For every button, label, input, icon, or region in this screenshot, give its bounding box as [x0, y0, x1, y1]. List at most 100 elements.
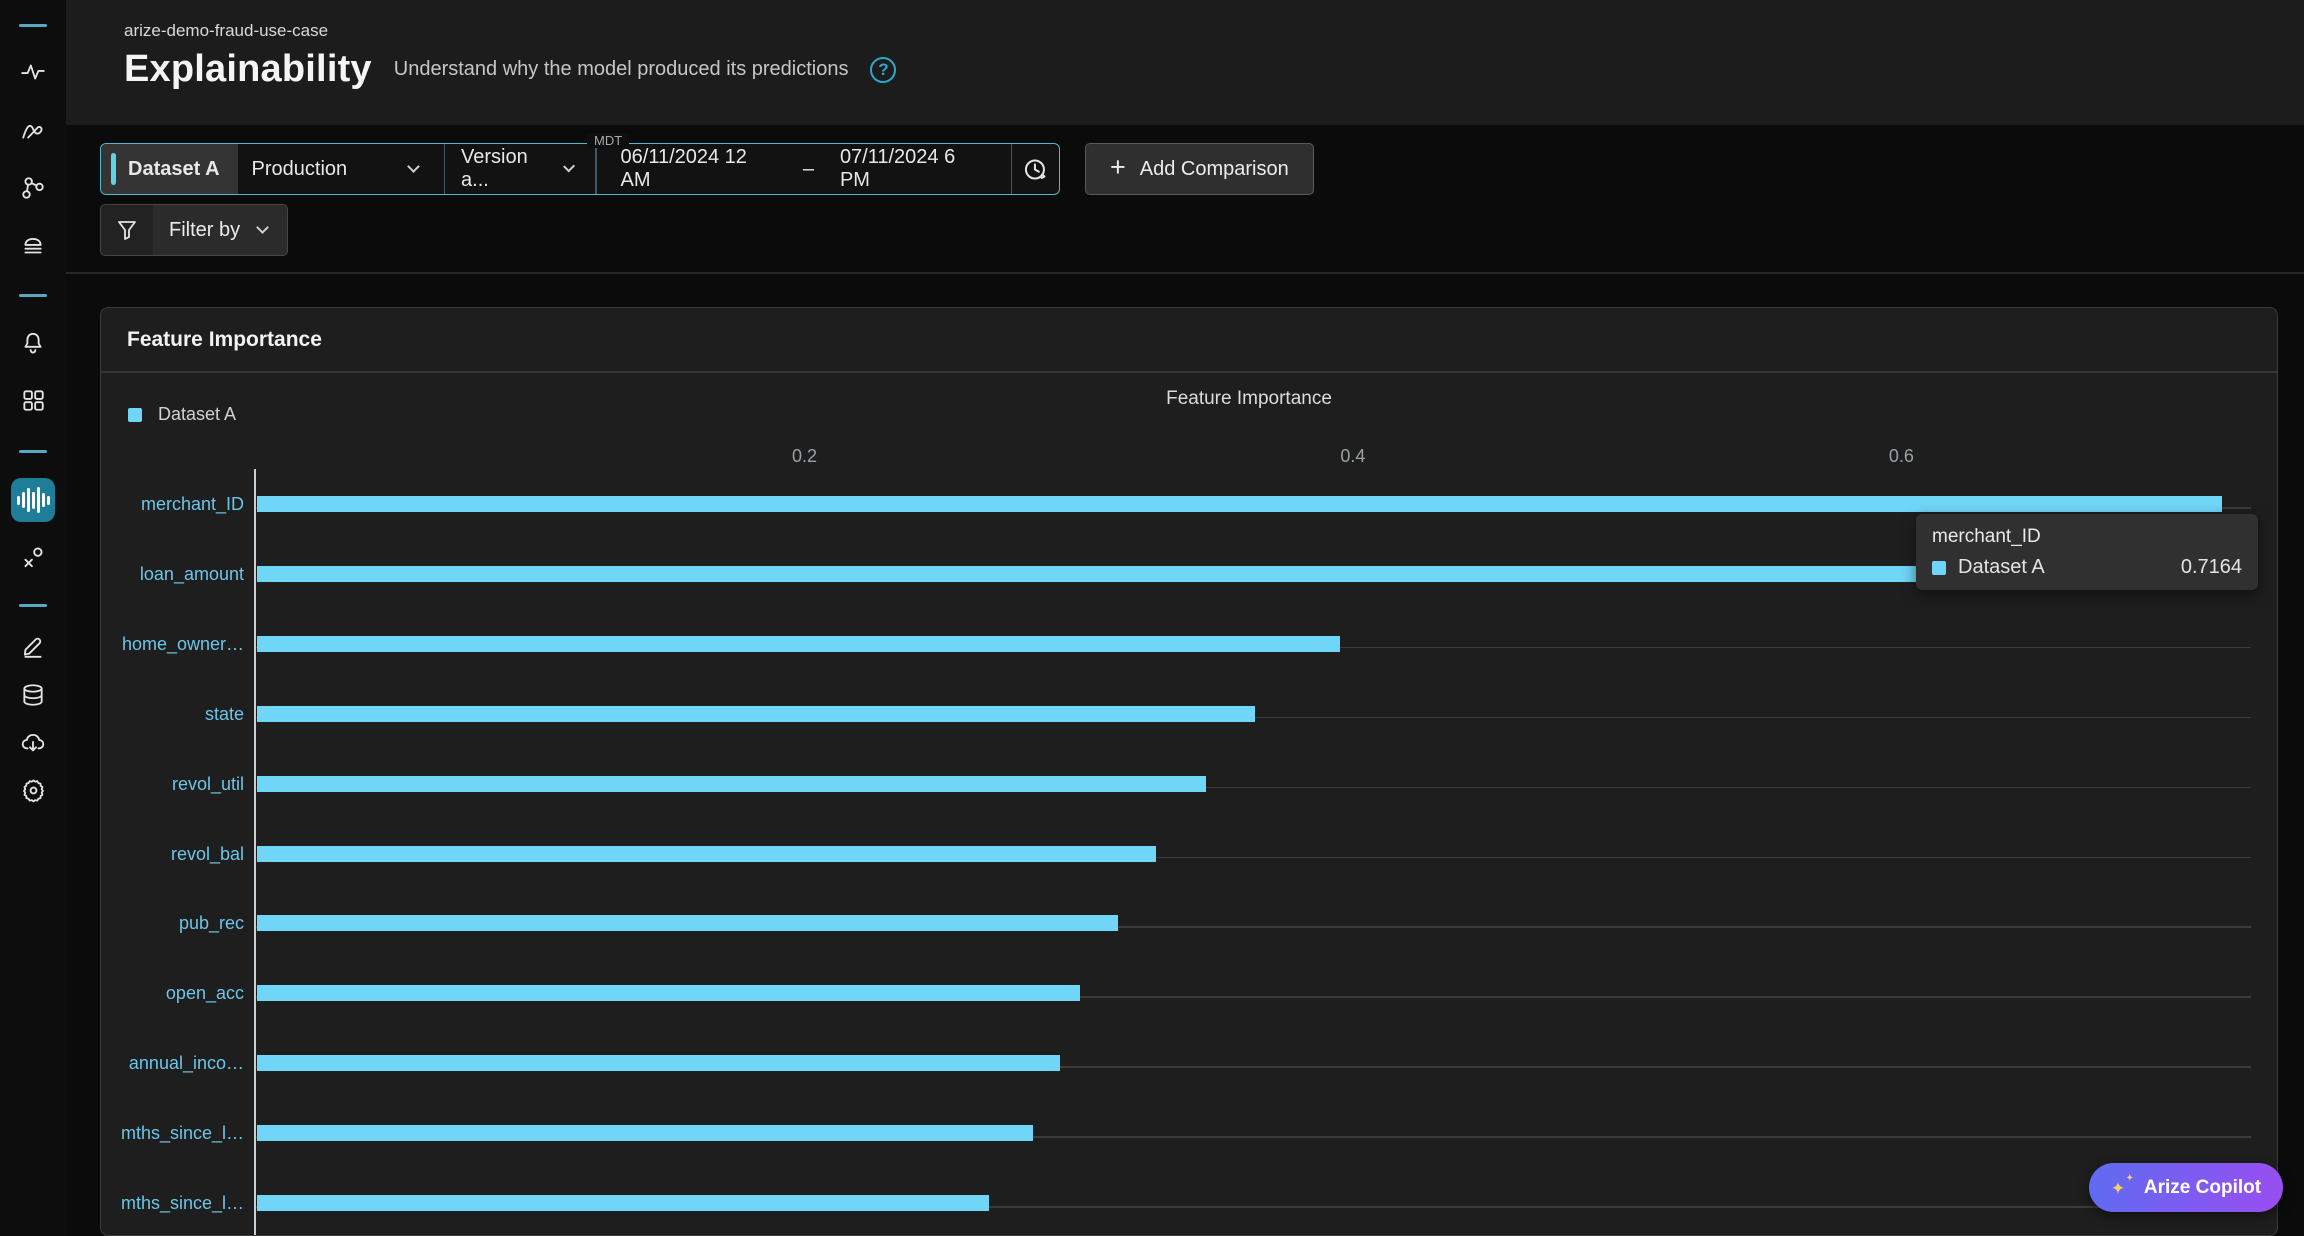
feature-label: open_acc [165, 983, 244, 1004]
segment-divider [595, 144, 597, 194]
sidebar-item-embeddings[interactable] [0, 534, 66, 580]
legend-series-label: Dataset A [158, 404, 237, 424]
scatter-x-icon [24, 547, 43, 568]
filter-by-button[interactable]: Filter by [100, 204, 289, 256]
grid-icon [23, 390, 44, 411]
activity-icon [21, 64, 45, 80]
row-gridline [256, 1066, 2251, 1068]
x-axis-tick-label: 0.6 [1888, 446, 1914, 466]
sidebar-item-annotations[interactable] [0, 623, 66, 669]
chevron-down-icon [406, 160, 420, 173]
clock-history-icon [1024, 158, 1046, 180]
filter-by-label: Filter by [169, 218, 241, 241]
feature-importance-bar[interactable] [257, 1055, 1061, 1072]
feature-importance-bar[interactable] [257, 845, 1157, 862]
y-axis-line [254, 469, 256, 1235]
page-title: Explainability [124, 48, 372, 90]
dataset-a-label: Dataset A [128, 157, 220, 180]
sparkles-icon: ✦ ✦ [2110, 1172, 2134, 1198]
feature-importance-bar[interactable] [257, 1195, 990, 1211]
time-settings-button[interactable] [1012, 144, 1059, 194]
x-axis-tick-label: 0.2 [791, 446, 817, 466]
dataset-a-accent-bar [111, 153, 116, 185]
feature-importance-bar[interactable] [257, 635, 1341, 652]
tooltip-series-label: Dataset A [1958, 556, 2045, 578]
sidebar-item-model-graph[interactable] [0, 165, 66, 211]
date-separator: – [802, 157, 814, 180]
feature-importance-card: Feature Importance Dataset A Feature Imp… [100, 307, 2278, 1236]
feature-label: state [204, 703, 244, 724]
segment-divider [443, 144, 446, 194]
row-gridline [256, 1206, 2251, 1208]
sidebar-divider [19, 450, 47, 453]
chevron-down-icon [562, 160, 575, 173]
sidebar-item-settings[interactable] [0, 767, 66, 813]
sidebar-item-datasets[interactable] [0, 223, 66, 269]
layers-icon [24, 238, 42, 254]
add-comparison-button[interactable]: + Add Comparison [1085, 143, 1314, 195]
chevron-down-icon [256, 221, 269, 234]
segment-divider [1010, 144, 1012, 194]
breadcrumb[interactable]: arize-demo-fraud-use-case [124, 21, 329, 40]
copilot-label: Arize Copilot [2143, 1176, 2262, 1198]
arize-copilot-button[interactable]: ✦ ✦ Arize Copilot [2089, 1163, 2283, 1212]
feature-label: annual_inco… [128, 1053, 244, 1074]
network-icon [22, 177, 44, 199]
plus-icon: + [1110, 152, 1126, 182]
filter-icon-cell [101, 205, 153, 255]
feature-importance-bar[interactable] [257, 915, 1119, 932]
feature-importance-bar[interactable] [257, 985, 1080, 1002]
section-divider [66, 272, 2304, 274]
tooltip-feature-name: merchant_ID [1932, 526, 2041, 547]
row-gridline [256, 786, 2251, 789]
page-header: arize-demo-fraud-use-case Explainability… [66, 0, 2304, 125]
environment-value: Production [251, 157, 348, 180]
arize-mark-icon [22, 124, 43, 139]
feature-label: home_owner… [121, 633, 244, 654]
sidebar-item-data[interactable] [0, 672, 66, 718]
bar-chart-plot-area: 0.2 0.4 0.6 merchant_ID loan_amount home_owne… [101, 308, 2277, 1235]
explainability-waveform-icon [16, 485, 50, 515]
sidebar-item-explainability-active[interactable] [11, 478, 55, 522]
sidebar [0, 0, 66, 1236]
feature-importance-bar[interactable] [257, 1125, 1034, 1142]
gear-icon [22, 779, 44, 802]
x-axis-tick-label: 0.4 [1340, 446, 1366, 466]
feature-importance-bar[interactable] [257, 496, 2222, 512]
legend-swatch [128, 407, 142, 422]
sidebar-divider [19, 24, 47, 27]
feature-label: merchant_ID [140, 494, 244, 514]
card-header-divider [101, 371, 2277, 373]
database-icon [23, 684, 43, 706]
dataset-selector-group: MDT Dataset A Production Version a... 06… [100, 133, 1060, 195]
feature-importance-bar[interactable] [257, 565, 1958, 582]
version-select[interactable]: Version a... [445, 144, 595, 194]
bell-icon [24, 332, 42, 354]
feature-importance-bar[interactable] [257, 705, 1256, 722]
row-gridline [256, 926, 2251, 928]
feature-importance-bar[interactable] [257, 775, 1206, 792]
sidebar-item-dashboards[interactable] [0, 377, 66, 423]
page-subtitle: Understand why the model produced its pr… [393, 58, 849, 80]
feature-label: mths_since_l… [120, 1193, 244, 1213]
date-end: 07/11/2024 6 PM [839, 146, 956, 191]
card-header: Feature Importance [101, 308, 2277, 371]
feature-label: revol_util [171, 773, 244, 794]
sidebar-divider [19, 604, 47, 607]
feature-label: revol_bal [170, 843, 244, 864]
sidebar-item-monitors[interactable] [0, 49, 66, 95]
sidebar-item-alerts[interactable] [0, 320, 66, 366]
environment-select[interactable]: Production [238, 144, 444, 194]
sidebar-divider [19, 294, 47, 297]
chart-tooltip: merchant_ID Dataset A 0.7164 [1916, 514, 2258, 590]
feature-label: pub_rec [178, 913, 244, 934]
chart-legend[interactable]: Dataset A [128, 404, 236, 425]
feature-label: mths_since_l… [120, 1123, 244, 1144]
sidebar-item-arize-mark[interactable] [0, 107, 66, 153]
row-gridline [256, 1136, 2251, 1138]
add-comparison-label: Add Comparison [1139, 157, 1289, 180]
sidebar-item-imports[interactable] [0, 720, 66, 766]
date-range-input[interactable]: 06/11/2024 12 AM – 07/11/2024 6 PM [597, 144, 1011, 194]
help-icon[interactable]: ? [870, 56, 897, 83]
